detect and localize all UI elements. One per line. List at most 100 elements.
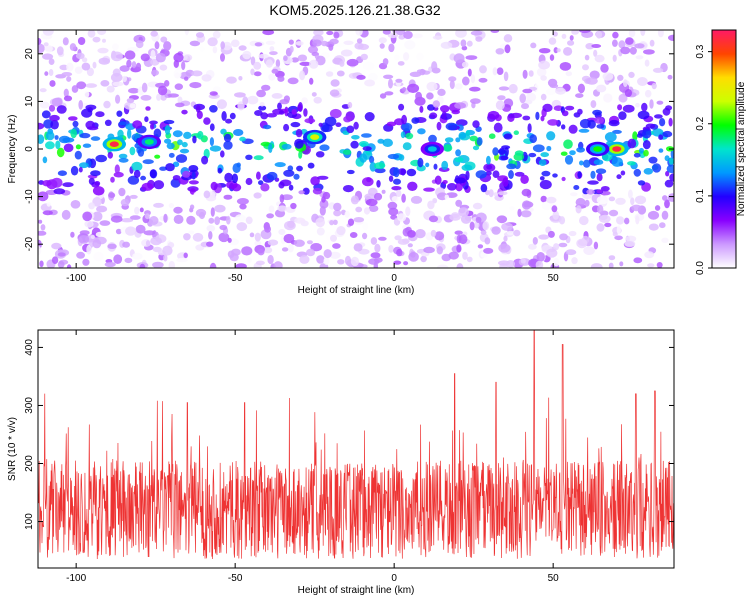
heatmap-cell	[287, 77, 299, 85]
heatmap-cell	[444, 194, 449, 200]
heatmap-cell	[150, 123, 155, 130]
heatmap-cell	[88, 177, 95, 185]
heatmap-cell	[469, 135, 478, 142]
x-tick-label: -50	[228, 573, 243, 584]
heatmap-cell	[309, 77, 314, 85]
heatmap-cell	[490, 30, 500, 33]
heatmap-cell	[633, 153, 641, 158]
heatmap-cell	[129, 146, 136, 156]
heatmap-cell	[386, 121, 397, 127]
heatmap-cell	[451, 109, 461, 115]
heatmap-cell	[651, 82, 657, 90]
heatmap-cell	[209, 262, 217, 268]
heatmap-cell	[362, 146, 372, 152]
heatmap-cell	[336, 70, 345, 77]
heatmap-cell	[549, 54, 555, 61]
heatmap-cell	[448, 251, 459, 260]
heatmap-cell	[152, 246, 162, 253]
heatmap-cell	[183, 252, 188, 259]
heatmap-cell	[168, 260, 175, 268]
heatmap-cell	[118, 121, 127, 126]
heatmap-cell	[314, 54, 320, 60]
heatmap-cell	[39, 88, 47, 93]
heatmap-cell	[632, 131, 638, 141]
heatmap-cell	[45, 141, 55, 150]
heatmap-cell	[62, 37, 69, 46]
heatmap-cell	[48, 58, 55, 65]
y-tick-label: 100	[24, 513, 35, 530]
heatmap-cell	[126, 59, 132, 68]
heatmap-cell	[370, 237, 378, 245]
heatmap-cell	[426, 92, 434, 100]
heatmap-cell	[90, 136, 101, 141]
heatmap-cell	[615, 197, 626, 205]
heatmap-cell	[608, 196, 616, 202]
heatmap-cell	[195, 208, 207, 217]
heatmap-cell	[61, 72, 73, 77]
heatmap-cell	[571, 257, 578, 265]
heatmap-cell	[219, 224, 228, 231]
heatmap-cell	[238, 76, 243, 81]
colorbar-tick-label: 0.3	[695, 44, 706, 58]
heatmap-cell	[596, 173, 603, 182]
heatmap-cell	[229, 112, 236, 120]
heatmap-cell	[423, 187, 435, 192]
heatmap-cell	[563, 47, 573, 56]
heatmap-cell	[299, 255, 310, 264]
heatmap-cell	[267, 254, 274, 265]
heatmap-cell	[568, 230, 577, 237]
heatmap-cell	[634, 43, 645, 49]
heatmap-cell	[353, 243, 363, 252]
heatmap-cell	[329, 38, 339, 45]
heatmap-cell	[100, 80, 110, 87]
heatmap-cell	[245, 216, 253, 225]
heatmap-cell	[333, 31, 340, 39]
heatmap-cell	[269, 51, 278, 56]
heatmap-cell	[509, 206, 515, 211]
heatmap-cell	[408, 252, 419, 262]
heatmap-cell	[63, 143, 74, 153]
heatmap-cell	[339, 60, 345, 67]
heatmap-cell	[520, 258, 526, 264]
heatmap-cell	[75, 52, 85, 60]
heatmap-cell	[501, 145, 511, 150]
heatmap-cell	[223, 133, 232, 143]
heatmap-cell	[596, 195, 609, 205]
heatmap-cell	[503, 71, 509, 82]
heatmap-cell	[38, 37, 42, 45]
heatmap-cell	[397, 61, 405, 66]
heatmap-cell	[124, 50, 136, 60]
heatmap-cell	[54, 135, 59, 140]
heatmap-cell	[242, 96, 249, 106]
heatmap-cell	[407, 230, 416, 238]
heatmap-cell	[428, 215, 439, 223]
heatmap-cell	[561, 110, 569, 117]
heatmap-cell	[428, 134, 437, 144]
heatmap-cell	[567, 40, 575, 46]
heatmap-cell	[487, 110, 500, 120]
heatmap-cell	[475, 170, 487, 179]
heatmap-cell	[661, 237, 669, 243]
heatmap-cell	[44, 45, 53, 53]
heatmap-cell	[245, 154, 253, 160]
heatmap-cell	[669, 173, 674, 182]
heatmap-peak	[586, 141, 610, 157]
heatmap-cell	[188, 180, 199, 185]
heatmap-peak	[137, 134, 161, 150]
heatmap-cell	[85, 83, 98, 88]
heatmap-cell	[388, 175, 394, 182]
heatmap-cell	[70, 231, 75, 238]
heatmap-cell	[552, 173, 558, 178]
heatmap-cell	[239, 136, 247, 142]
heatmap-cell	[38, 219, 43, 224]
heatmap-cell	[577, 108, 583, 115]
heatmap-cell	[213, 86, 221, 93]
heatmap-cell	[641, 102, 648, 112]
heatmap-cell	[117, 129, 124, 139]
heatmap-cell	[436, 121, 442, 131]
heatmap-cell	[329, 108, 342, 119]
heatmap-cell	[277, 75, 285, 82]
heatmap-cell	[306, 248, 315, 257]
heatmap-cell	[79, 162, 89, 169]
heatmap-cell	[135, 62, 142, 71]
